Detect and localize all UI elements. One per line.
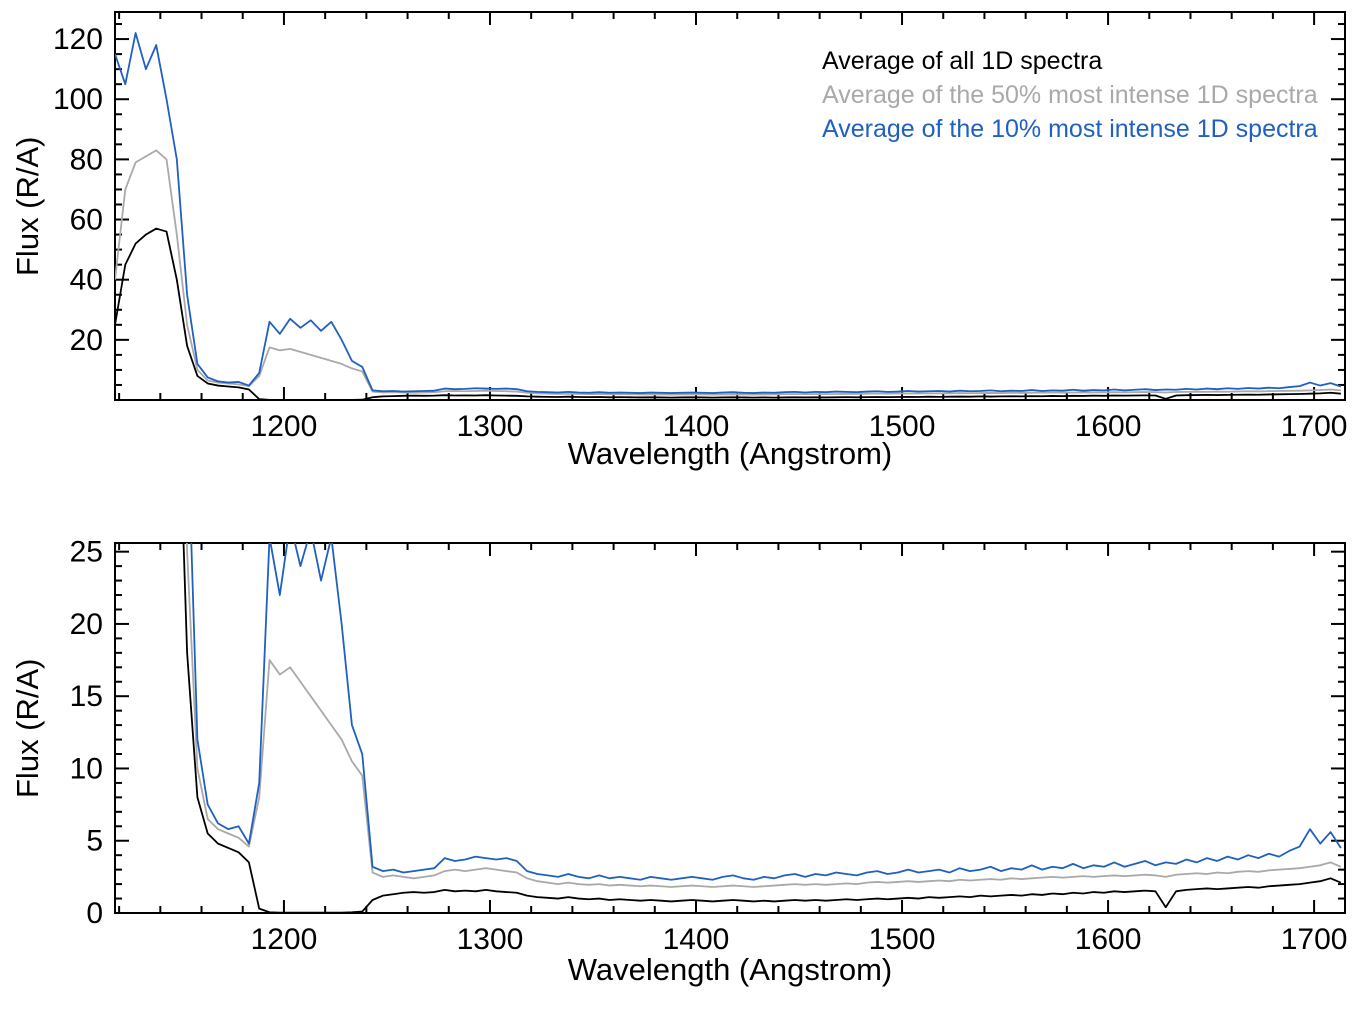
- svg-text:0: 0: [86, 897, 103, 930]
- svg-text:1500: 1500: [869, 410, 936, 443]
- svg-text:25: 25: [70, 536, 103, 569]
- svg-text:5: 5: [86, 825, 103, 858]
- series-line-1: [115, 149, 1341, 396]
- svg-text:15: 15: [70, 680, 103, 713]
- series-line-2: [115, 32, 1342, 394]
- svg-text:10: 10: [70, 752, 103, 785]
- series-line-2: [190, 543, 1342, 881]
- axes: [114, 542, 1346, 914]
- legend-item-50pct-spectra: Average of the 50% most intense 1D spect…: [822, 81, 1318, 109]
- svg-text:60: 60: [70, 204, 103, 237]
- svg-text:1400: 1400: [663, 410, 730, 443]
- svg-text:1200: 1200: [251, 923, 318, 956]
- svg-text:80: 80: [70, 143, 103, 176]
- spectrum-plot-full-scale: 1200 1300 1400 1500 1600 1700 20 40 60 80 100 120: [53, 11, 1348, 443]
- svg-text:20: 20: [70, 608, 103, 641]
- axis-tick-labels: 1200 1300 1400 1500 1600 1700 20 40 60 80 100 120: [53, 23, 1348, 443]
- svg-text:1500: 1500: [869, 923, 936, 956]
- spectrum-plot-zoomed: 1200 1300 1400 1500 1600 1700 0 5 10 15 20 25: [70, 536, 1348, 956]
- series-lines: [115, 32, 1342, 400]
- svg-text:1300: 1300: [457, 923, 524, 956]
- svg-text:100: 100: [53, 83, 103, 116]
- svg-text:1600: 1600: [1075, 923, 1142, 956]
- series-line-0: [115, 543, 1342, 913]
- y-axis-label-bottom: Flux (R/A): [10, 658, 45, 798]
- svg-text:1200: 1200: [251, 410, 318, 443]
- x-axis-label-bottom: Wavelength (Angstrom): [567, 952, 893, 987]
- series-lines: [115, 543, 1342, 913]
- svg-text:1400: 1400: [663, 923, 730, 956]
- axis-tick-labels: 1200 1300 1400 1500 1600 1700 0 5 10 15 20 25: [70, 536, 1348, 956]
- svg-text:1700: 1700: [1281, 410, 1348, 443]
- svg-text:20: 20: [70, 324, 103, 357]
- svg-text:1300: 1300: [457, 410, 524, 443]
- x-axis-label-top: Wavelength (Angstrom): [567, 436, 893, 471]
- svg-text:1700: 1700: [1281, 923, 1348, 956]
- axes: [114, 11, 1346, 401]
- y-axis-label-top: Flux (R/A): [10, 136, 45, 276]
- legend-item-10pct-spectra: Average of the 10% most intense 1D spect…: [822, 115, 1318, 143]
- svg-text:120: 120: [53, 23, 103, 56]
- series-line-1: [186, 543, 1342, 888]
- svg-text:40: 40: [70, 264, 103, 297]
- axis-ticks: [115, 543, 1345, 914]
- svg-text:1600: 1600: [1075, 410, 1142, 443]
- legend-item-all-spectra: Average of all 1D spectra: [822, 47, 1103, 75]
- series-line-0: [115, 227, 1341, 400]
- legend: Average of all 1D spectra Average of the…: [822, 44, 1318, 146]
